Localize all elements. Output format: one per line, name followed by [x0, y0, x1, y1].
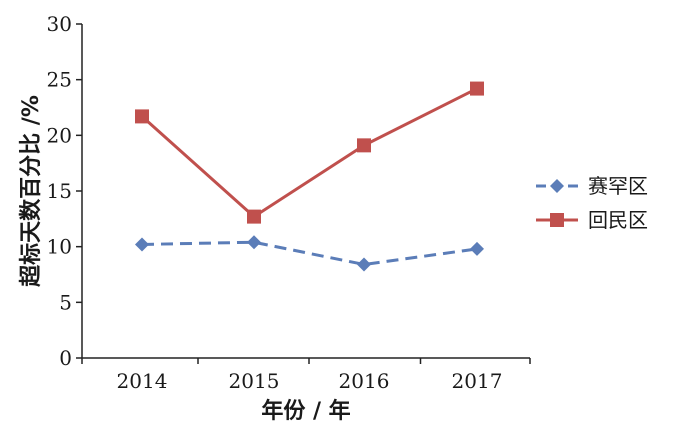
y-tick-label: 10: [47, 235, 72, 259]
data-point-diamond: [135, 237, 149, 252]
legend-label: 回民区: [588, 208, 648, 232]
series-1: [135, 235, 484, 272]
data-point-square: [357, 138, 371, 153]
series-line: [141, 240, 478, 266]
y-tick-label: 0: [59, 346, 72, 370]
series-2: [135, 81, 484, 224]
legend-label: 赛罕区: [588, 174, 648, 198]
series-line: [140, 87, 478, 219]
data-point-diamond: [357, 257, 371, 272]
legend-item: 回民区: [536, 208, 648, 232]
data-point-diamond: [470, 241, 484, 256]
x-tick-label: 2015: [229, 369, 280, 393]
y-tick-label: 30: [47, 12, 72, 36]
legend-marker-square: [550, 213, 564, 227]
x-tick-label: 2017: [452, 369, 503, 393]
x-axis-title: 年份 / 年: [261, 398, 350, 424]
legend-marker-diamond: [550, 179, 564, 193]
y-tick-label: 25: [47, 68, 72, 92]
data-point-diamond: [247, 235, 261, 250]
plot-area: [135, 81, 484, 272]
y-tick-label: 20: [47, 123, 72, 147]
data-point-square: [247, 209, 261, 224]
x-tick-label: 2014: [117, 369, 168, 393]
y-tick-label: 15: [47, 179, 72, 203]
x-tick-label: 2016: [339, 369, 390, 393]
data-point-square: [135, 109, 149, 124]
y-tick-label: 5: [59, 290, 72, 314]
data-point-square: [470, 81, 484, 96]
y-axis-title: 超标天数百分比 /%: [18, 95, 44, 287]
legend-item: 赛罕区: [536, 174, 648, 198]
axes: 0 5 10 15 20 25 30 2014 2015 2016 2017: [47, 12, 531, 393]
